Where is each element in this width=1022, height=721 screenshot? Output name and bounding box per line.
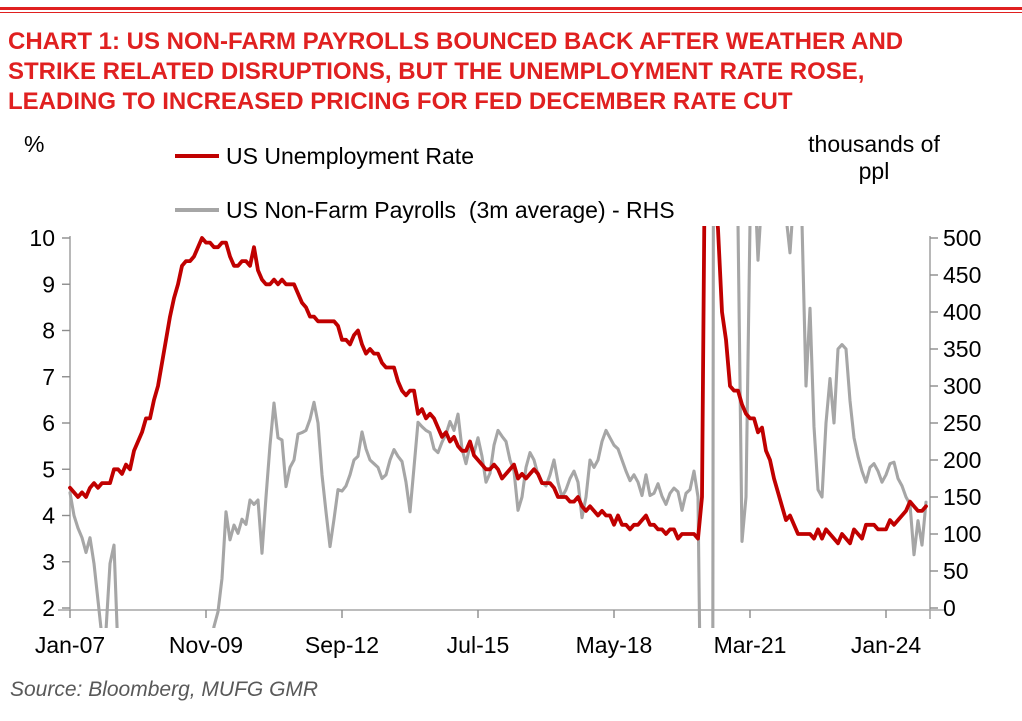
left-axis-tick-label: 7 [42, 364, 55, 390]
right-axis-tick-label: 200 [943, 447, 981, 473]
left-axis-tick-label: 8 [42, 318, 55, 344]
x-axis-tick-label: Jan-07 [35, 632, 105, 658]
right-axis-tick-label: 150 [943, 484, 981, 510]
legend-item-payrolls: US Non-Farm Payrolls (3m average) - RHS [175, 197, 675, 223]
legend-key-unemployment-line [175, 154, 219, 158]
right-axis-tick-label: 0 [943, 595, 956, 621]
x-axis-tick-label: Jan-24 [851, 632, 922, 658]
series-line-payrolls [68, 226, 928, 628]
left-axis-tick-label: 4 [42, 503, 55, 529]
left-axis-tick-label: 9 [42, 271, 55, 297]
top-rule-thin [0, 12, 1022, 13]
right-axis-tick-label: 100 [943, 521, 981, 547]
right-axis-unit-line-2: ppl [858, 158, 890, 184]
source-note: Source: Bloomberg, MUFG GMR [10, 678, 319, 701]
x-axis-tick-label: Sep-12 [305, 632, 379, 658]
chart-title-line-3: LEADING TO INCREASED PRICING FOR FED DEC… [8, 88, 793, 115]
right-axis-unit-label: thousands of ppl [808, 131, 940, 185]
right-axis-tick-label: 450 [943, 262, 981, 288]
left-axis-tick-label: 10 [29, 225, 55, 251]
legend-label-payrolls: US Non-Farm Payrolls (3m average) - RHS [226, 196, 675, 223]
left-axis-tick-label: 5 [42, 456, 55, 482]
right-axis-tick-label: 300 [943, 373, 981, 399]
right-axis-tick-label: 50 [943, 558, 969, 584]
right-axis-tick-label: 250 [943, 410, 981, 436]
right-axis-unit-line-1: thousands of [808, 131, 940, 157]
right-axis-tick-label: 350 [943, 336, 981, 362]
left-axis-unit-label: % [24, 131, 45, 157]
right-axis-tick-label: 400 [943, 299, 981, 325]
legend-key-payrolls-line [175, 208, 219, 212]
x-axis-tick-label: May-18 [576, 632, 653, 658]
right-axis-tick-label: 500 [943, 225, 981, 251]
x-axis-tick-label: Mar-21 [714, 632, 787, 658]
chart-title-line-1: CHART 1: US NON-FARM PAYROLLS BOUNCED BA… [8, 28, 904, 55]
left-axis-tick-label: 2 [42, 595, 55, 621]
x-axis-tick-label: Nov-09 [169, 632, 243, 658]
x-axis-tick-label: Jul-15 [447, 632, 510, 658]
top-rule-thick [0, 7, 1022, 10]
series-line-unemployment [68, 226, 928, 546]
left-axis-tick-label: 3 [42, 549, 55, 575]
chart-title-line-2: STRIKE RELATED DISRUPTIONS, BUT THE UNEM… [8, 58, 865, 85]
legend-item-unemployment: US Unemployment Rate [175, 143, 474, 169]
left-axis-tick-label: 6 [42, 410, 55, 436]
chart-title: CHART 1: US NON-FARM PAYROLLS BOUNCED BA… [8, 27, 1016, 117]
legend-label-unemployment: US Unemployment Rate [226, 142, 474, 169]
